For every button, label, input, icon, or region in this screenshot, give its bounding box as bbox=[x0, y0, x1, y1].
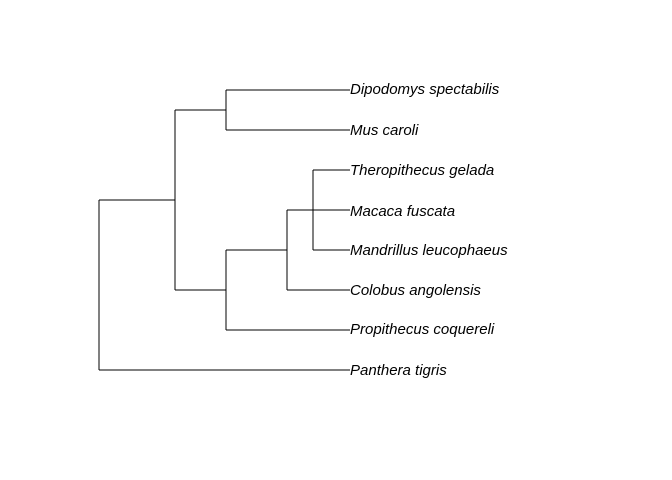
branches bbox=[98, 89, 350, 371]
tip-label-colobus-angolensis: Colobus angolensis bbox=[350, 282, 481, 299]
tip-label-theropithecus-gelada: Theropithecus gelada bbox=[350, 162, 494, 179]
tip-label-panthera-tigris: Panthera tigris bbox=[350, 362, 447, 379]
tip-label-mandrillus-leucophaeus: Mandrillus leucophaeus bbox=[350, 242, 508, 259]
tip-label-propithecus-coquereli: Propithecus coquereli bbox=[350, 321, 495, 338]
tip-label-macaca-fuscata: Macaca fuscata bbox=[350, 203, 455, 220]
tip-labels: Dipodomys spectabilis Mus caroli Theropi… bbox=[350, 81, 508, 379]
tip-label-dipodomys-spectabilis: Dipodomys spectabilis bbox=[350, 81, 500, 98]
tip-label-mus-caroli: Mus caroli bbox=[350, 122, 419, 139]
